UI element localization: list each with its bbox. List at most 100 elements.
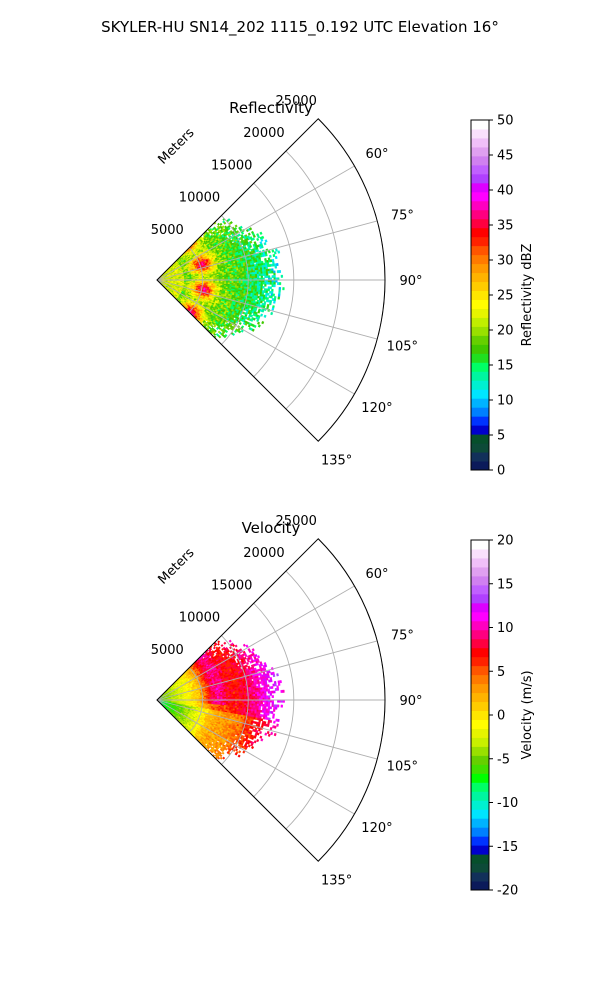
radar-data-cell: [266, 292, 270, 296]
chart-title: Reflectivity: [229, 99, 313, 117]
colorbar-segment: [471, 434, 489, 444]
radar-data-cell: [273, 284, 276, 288]
radial-tick-label: 20000: [243, 126, 284, 141]
radar-data-cell: [255, 275, 258, 279]
angle-tick-label: 120°: [361, 401, 392, 416]
colorbar-segment: [471, 380, 489, 390]
radar-data-cell: [262, 281, 265, 285]
radar-data-cell: [270, 295, 273, 299]
radar-data-cell: [278, 286, 282, 290]
colorbar-tick-label: 45: [497, 149, 514, 164]
colorbar-tick-label: 10: [497, 394, 514, 409]
colorbar-segment: [471, 335, 489, 345]
radar-data-cell: [262, 298, 265, 302]
radar-data-cell: [251, 275, 254, 279]
colorbar-tick-label: 25: [497, 289, 514, 304]
colorbar-segment: [471, 245, 489, 256]
radar-data-cell: [244, 274, 247, 277]
radar-data-cell: [260, 245, 264, 249]
radar-data-cell: [255, 273, 258, 277]
colorbar-label: Reflectivity dBZ: [520, 244, 535, 347]
radar-data-cell: [233, 276, 236, 279]
radar-data-cell: [265, 266, 268, 270]
radar-data-cell: [271, 249, 275, 253]
colorbar-segment: [471, 308, 489, 318]
radar-data-cell: [278, 289, 281, 293]
radar-data-cell: [278, 282, 282, 286]
colorbar-segment: [471, 281, 489, 292]
colorbar-segment: [471, 263, 489, 274]
radar-data-cell: [271, 275, 274, 278]
radar-data-cell: [277, 296, 281, 300]
radar-data-cell: [257, 275, 260, 279]
radar-data-cell: [256, 249, 260, 253]
radar-data-cell: [242, 274, 245, 277]
colorbar-segment: [471, 362, 489, 372]
radar-data-cell: [264, 275, 267, 279]
colorbar-segment: [471, 299, 489, 309]
radar-data-cell: [260, 281, 263, 285]
angle-tick-label: 60°: [365, 147, 388, 162]
radar-data-cell: [266, 281, 269, 285]
radar-data-cell: [249, 245, 253, 248]
colorbar-segment: [471, 425, 489, 435]
radar-data-cell: [264, 284, 267, 287]
radar-data-cell: [240, 276, 243, 279]
colorbar-tick-label: 30: [497, 254, 514, 269]
radar-data-cell: [250, 314, 254, 318]
colorbar-segment: [471, 173, 489, 184]
colorbar-segment: [471, 182, 489, 193]
radar-data-cell: [273, 251, 277, 255]
colorbar-tick-label: 50: [497, 114, 514, 129]
colorbar-segment: [471, 200, 489, 211]
radar-data-cell: [257, 281, 260, 285]
colorbar-segment: [471, 443, 489, 453]
radar-data-cell: [273, 275, 276, 278]
radar-data-cell: [280, 274, 284, 278]
radar-data-cell: [273, 270, 276, 274]
colorbar-tick-label: 40: [497, 184, 514, 199]
colorbar-segment: [471, 272, 489, 283]
radar-data-cell: [266, 275, 269, 279]
colorbar-segment: [471, 120, 489, 130]
colorbar-segment: [471, 209, 489, 220]
radar-data-cell: [258, 283, 262, 287]
colorbar-tick-label: 35: [497, 219, 514, 234]
radar-data-cell: [238, 276, 242, 279]
colorbar-tick-label: 0: [497, 464, 505, 479]
radar-data-cell: [251, 281, 254, 285]
radar-data-cell: [267, 281, 271, 285]
colorbar-segment: [471, 290, 489, 300]
radar-data-cell: [258, 281, 262, 285]
colorbar-segment: [471, 389, 489, 399]
radar-data-cell: [255, 283, 258, 287]
radar-data-cell: [244, 276, 247, 279]
colorbar-segment: [471, 128, 489, 139]
radar-data-cell: [260, 283, 263, 287]
radar-data-cell: [249, 281, 253, 284]
colorbar-tick-label: 15: [497, 359, 514, 374]
colorbar-segment: [471, 236, 489, 247]
angle-tick-label: 135°: [321, 454, 352, 469]
radar-data-cell: [269, 286, 272, 290]
radar-data-cell: [271, 307, 275, 311]
radar-data-cell: [270, 311, 274, 316]
colorbar-segment: [471, 326, 489, 336]
radar-data-cell: [257, 310, 261, 314]
colorbar-segment: [471, 146, 489, 157]
radar-data-cell: [231, 276, 234, 279]
radial-tick-label: 5000: [151, 223, 184, 238]
radar-data-cell: [235, 276, 238, 279]
radar-data-cell: [260, 300, 263, 304]
colorbar-segment: [471, 155, 489, 166]
radar-data-cell: [278, 270, 282, 274]
radar-data-cell: [253, 275, 256, 279]
colorbar-segment: [471, 461, 489, 471]
radar-data-cell: [282, 287, 285, 291]
colorbar-segment: [471, 191, 489, 202]
radar-data-cell: [266, 306, 269, 310]
colorbar-segment: [471, 344, 489, 354]
radar-data-cell: [271, 268, 274, 272]
radar-data-cell: [240, 274, 243, 277]
